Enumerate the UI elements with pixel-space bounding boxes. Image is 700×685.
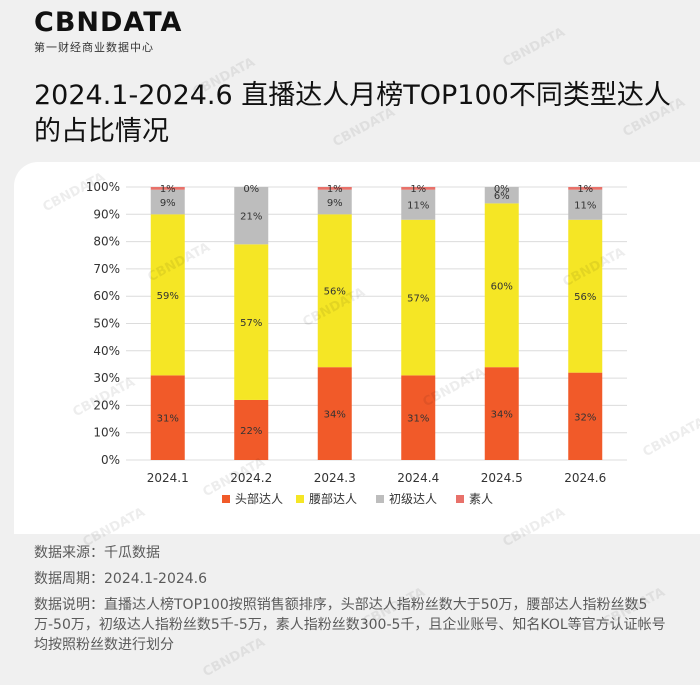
page-title: 2024.1-2024.6 直播达人月榜TOP100不同类型达人的占比情况 — [34, 80, 671, 147]
x-tick-label: 2024.2 — [230, 471, 272, 485]
logo-subtitle: 第一财经商业数据中心 — [34, 41, 154, 54]
bar-segment — [317, 214, 352, 368]
bar-segment — [150, 187, 185, 190]
data-label: 34% — [491, 410, 513, 421]
bar-segment — [150, 189, 185, 215]
bar-segment — [317, 187, 352, 190]
bar-segment — [401, 189, 436, 220]
bar-segment — [150, 375, 185, 460]
y-tick-label: 40% — [93, 344, 120, 358]
bar-segment — [401, 219, 436, 376]
data-label: 6% — [494, 191, 510, 202]
data-note: 数据说明：直播达人榜TOP100按照销售额排序，头部达人指粉丝数大于50万，腰部… — [34, 597, 666, 653]
data-label: 56% — [574, 292, 596, 303]
bar-segment — [568, 189, 603, 220]
bar-segment — [234, 399, 269, 460]
bar-segment — [234, 244, 269, 400]
legend-label: 腰部达人 — [309, 491, 357, 506]
bar-segment — [234, 187, 269, 245]
y-tick-label: 80% — [93, 235, 120, 249]
data-label: 0% — [494, 184, 510, 195]
data-label: 9% — [327, 198, 343, 209]
x-tick-label: 2024.1 — [147, 471, 189, 485]
legend-label: 素人 — [469, 492, 493, 506]
data-label: 31% — [407, 414, 429, 425]
data-label: 56% — [324, 287, 346, 298]
y-tick-label: 60% — [93, 289, 120, 303]
bar-segment — [401, 375, 436, 460]
y-tick-label: 30% — [93, 371, 120, 385]
legend-swatch — [222, 495, 230, 503]
data-label: 1% — [410, 184, 426, 195]
bar-segment — [484, 367, 519, 460]
x-tick-label: 2024.3 — [314, 471, 356, 485]
data-label: 57% — [240, 318, 262, 329]
data-label: 0% — [243, 184, 259, 195]
x-tick-label: 2024.6 — [564, 471, 606, 485]
data-label: 60% — [491, 281, 513, 292]
y-tick-label: 70% — [93, 262, 120, 276]
y-tick-label: 50% — [93, 317, 120, 331]
bar-segment — [150, 214, 185, 376]
data-label: 9% — [160, 198, 176, 209]
y-tick-label: 0% — [101, 453, 120, 467]
data-label: 59% — [157, 291, 179, 302]
data-label: 21% — [240, 212, 262, 223]
bar-segment — [568, 219, 603, 373]
stacked-bar-chart: 0% 10% 20% 30% 40% 50% 60% 70% 80% 90% 100% 31% 59% 9… — [86, 180, 627, 506]
y-tick-label: 20% — [93, 398, 120, 412]
y-tick-label: 90% — [93, 207, 120, 221]
bar-segment — [401, 187, 436, 190]
x-tick-label: 2024.5 — [481, 471, 523, 485]
data-label: 34% — [324, 410, 346, 421]
footer: 数据来源：千瓜数据 数据周期：2024.1-2024.6 数据说明：直播达人榜T… — [34, 543, 674, 661]
legend-swatch — [376, 495, 384, 503]
data-label: 32% — [574, 412, 596, 423]
legend-swatch — [296, 495, 304, 503]
bar-segment — [484, 187, 519, 204]
data-label: 57% — [407, 294, 429, 305]
bar-segment — [317, 189, 352, 215]
data-period: 数据周期：2024.1-2024.6 — [34, 571, 208, 587]
bar-segment — [568, 187, 603, 190]
legend-swatch — [456, 495, 464, 503]
y-tick-label: 100% — [86, 180, 120, 194]
data-source: 数据来源：千瓜数据 — [34, 545, 160, 561]
legend-label: 头部达人 — [235, 491, 283, 506]
legend-label: 初级达人 — [389, 492, 437, 506]
data-label: 1% — [577, 184, 593, 195]
bar-segment — [484, 203, 519, 368]
data-label: 11% — [574, 201, 596, 212]
logo-text: CBNDATA — [34, 7, 183, 38]
data-label: 11% — [407, 201, 429, 212]
data-label: 22% — [240, 426, 262, 437]
data-label: 1% — [327, 184, 343, 195]
data-label: 1% — [160, 184, 176, 195]
y-tick-label: 10% — [93, 426, 120, 440]
bar-segment — [317, 367, 352, 460]
data-label: 31% — [157, 414, 179, 425]
bar-segment — [568, 372, 603, 460]
x-tick-label: 2024.4 — [397, 471, 439, 485]
brand-logo: CBNDATA 第一财经商业数据中心 — [34, 8, 182, 55]
